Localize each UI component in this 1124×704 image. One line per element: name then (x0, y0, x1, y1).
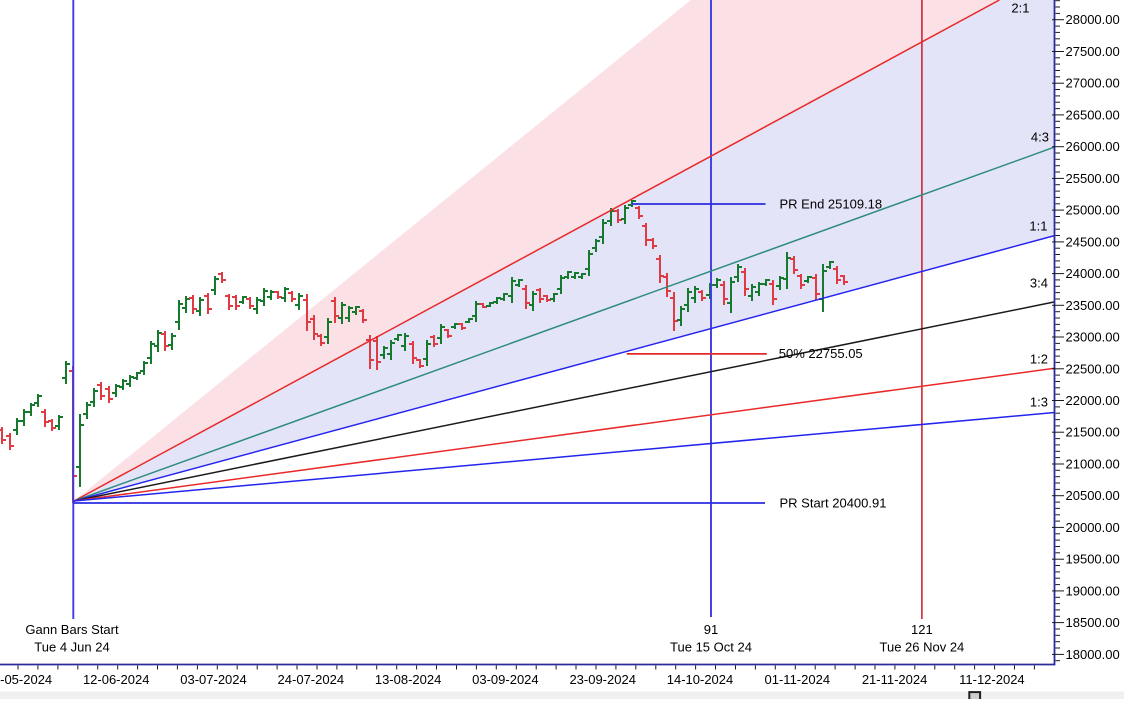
svg-text:03-07-2024: 03-07-2024 (180, 672, 247, 687)
svg-text:01-11-2024: 01-11-2024 (765, 672, 831, 687)
svg-text:23000.00: 23000.00 (1066, 330, 1120, 345)
svg-text:Tue 26 Nov 24: Tue 26 Nov 24 (880, 640, 965, 655)
svg-text:50% 22755.05: 50% 22755.05 (779, 346, 863, 361)
svg-text:20000.00: 20000.00 (1066, 520, 1120, 535)
svg-text:91: 91 (704, 622, 718, 637)
svg-text:19500.00: 19500.00 (1066, 552, 1120, 567)
svg-text:Tue 15 Oct 24: Tue 15 Oct 24 (670, 640, 752, 655)
svg-text:Gann Bars Start: Gann Bars Start (25, 622, 119, 637)
svg-text:22000.00: 22000.00 (1066, 393, 1120, 408)
svg-text:1:2: 1:2 (1030, 352, 1048, 367)
svg-text:22500.00: 22500.00 (1066, 361, 1120, 376)
svg-text:18000.00: 18000.00 (1066, 647, 1120, 662)
svg-text:2:1: 2:1 (1011, 1, 1029, 16)
svg-text:13-08-2024: 13-08-2024 (375, 672, 442, 687)
svg-text:23500.00: 23500.00 (1066, 298, 1120, 313)
svg-text:23-09-2024: 23-09-2024 (569, 672, 636, 687)
svg-text:12-06-2024: 12-06-2024 (83, 672, 150, 687)
svg-text:21500.00: 21500.00 (1066, 425, 1120, 440)
svg-text:25500.00: 25500.00 (1066, 171, 1120, 186)
svg-text:Tue 4 Jun 24: Tue 4 Jun 24 (34, 640, 109, 655)
svg-text:1:1: 1:1 (1029, 219, 1047, 234)
svg-text:19000.00: 19000.00 (1066, 583, 1120, 598)
svg-text:PR Start 20400.91: PR Start 20400.91 (780, 496, 887, 511)
svg-text:24-07-2024: 24-07-2024 (278, 672, 345, 687)
svg-text:20500.00: 20500.00 (1066, 488, 1120, 503)
svg-text:26500.00: 26500.00 (1066, 107, 1120, 122)
svg-text:24500.00: 24500.00 (1066, 234, 1120, 249)
svg-text:21-11-2024: 21-11-2024 (862, 672, 928, 687)
svg-text:28000.00: 28000.00 (1066, 12, 1120, 27)
svg-text:27500.00: 27500.00 (1066, 44, 1120, 59)
svg-text:03-09-2024: 03-09-2024 (472, 672, 539, 687)
svg-text:11-12-2024: 11-12-2024 (959, 672, 1025, 687)
svg-text:26000.00: 26000.00 (1066, 139, 1120, 154)
svg-text:29-05-2024: 29-05-2024 (0, 672, 52, 687)
svg-text:121: 121 (911, 622, 933, 637)
svg-text:18500.00: 18500.00 (1066, 615, 1120, 630)
svg-text:27000.00: 27000.00 (1066, 76, 1120, 91)
svg-text:24000.00: 24000.00 (1066, 266, 1120, 281)
svg-text:PR End 25109.18: PR End 25109.18 (780, 197, 883, 212)
svg-text:14-10-2024: 14-10-2024 (667, 672, 734, 687)
svg-text:3:4: 3:4 (1030, 276, 1048, 291)
svg-text:25000.00: 25000.00 (1066, 203, 1120, 218)
svg-text:4:3: 4:3 (1031, 130, 1049, 145)
svg-text:21000.00: 21000.00 (1066, 457, 1120, 472)
svg-text:1:3: 1:3 (1030, 395, 1048, 410)
